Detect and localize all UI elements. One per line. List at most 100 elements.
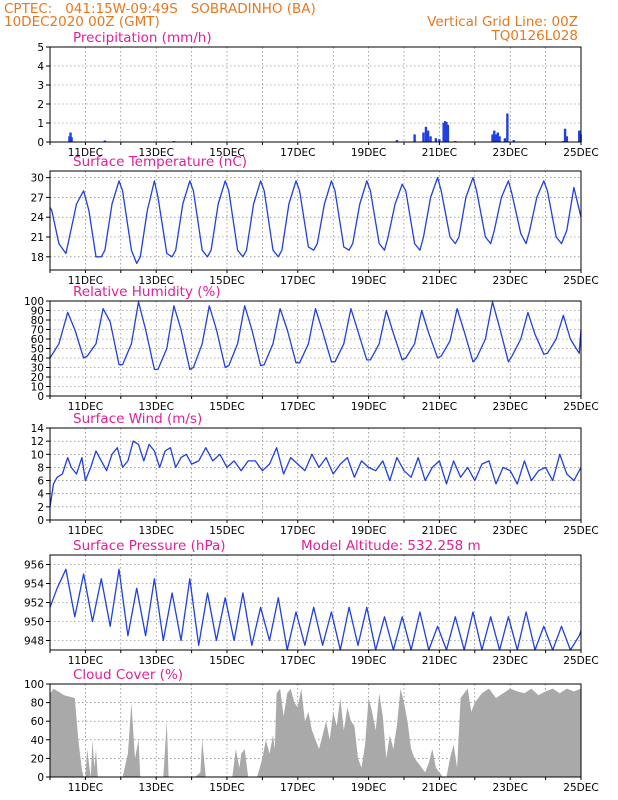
panel-title: Surface Temperature (nC) (73, 154, 247, 170)
x-date-label: 25DEC (563, 275, 598, 287)
y-tick-label: 20 (31, 372, 44, 384)
precip-bar (512, 140, 515, 142)
y-tick-label: 27 (31, 192, 44, 204)
y-tick-label: 60 (31, 334, 44, 346)
y-tick-label: 0 (37, 391, 44, 403)
y-tick-label: 5 (37, 42, 44, 54)
x-date-label: 13DEC (138, 655, 173, 667)
y-tick-label: 10 (31, 382, 44, 394)
series-line (49, 440, 582, 507)
plot-frame (49, 427, 582, 521)
x-date-label: 15DEC (209, 401, 244, 413)
x-date-label: 23DEC (492, 782, 527, 794)
precip-bar (443, 121, 447, 142)
y-tick-label: 20 (31, 753, 44, 765)
plot-frame (49, 554, 582, 651)
x-date-label: 21DEC (422, 655, 457, 667)
precip-bar (446, 124, 450, 142)
y-tick-label: 948 (24, 636, 44, 648)
x-date-label: 13DEC (138, 401, 173, 413)
y-tick-label: 954 (24, 579, 44, 591)
plot-frame (49, 170, 582, 271)
precip-bar (434, 138, 438, 142)
precip-bar (563, 128, 567, 142)
y-tick-label: 4 (37, 61, 44, 73)
y-tick-label: 30 (31, 173, 44, 185)
x-date-label: 25DEC (563, 525, 598, 537)
x-date-label: 21DEC (422, 401, 457, 413)
y-tick-label: 2 (37, 99, 44, 111)
precip-bar (491, 134, 494, 142)
x-date-label: 19DEC (351, 782, 386, 794)
x-date-label: 11DEC (68, 147, 103, 159)
x-date-label: 19DEC (351, 275, 386, 287)
plot-frame (49, 300, 582, 397)
y-tick-label: 0 (37, 772, 44, 784)
x-date-label: 17DEC (280, 525, 315, 537)
precip-bar (503, 138, 507, 142)
precip-bar (496, 132, 500, 142)
x-date-label: 15DEC (209, 655, 244, 667)
precip-bar (498, 136, 501, 142)
x-date-label: 23DEC (492, 525, 527, 537)
panel-title: Relative Humidity (%) (73, 284, 221, 300)
precip-bar (493, 130, 496, 142)
x-date-label: 23DEC (492, 401, 527, 413)
x-date-label: 25DEC (563, 401, 598, 413)
precip-bar (70, 137, 73, 142)
y-tick-label: 6 (37, 476, 44, 488)
x-date-label: 19DEC (351, 525, 386, 537)
y-tick-label: 40 (31, 735, 44, 747)
header-datetime: 10DEC2020 00Z (GMT) (4, 14, 160, 30)
precip-bar (395, 140, 399, 142)
y-tick-label: 18 (31, 252, 44, 264)
precip-bar (413, 134, 416, 142)
y-tick-label: 950 (24, 617, 44, 629)
x-date-label: 25DEC (563, 147, 598, 159)
y-tick-label: 1 (37, 118, 44, 130)
y-tick-label: 14 (31, 423, 45, 435)
y-tick-label: 21 (31, 232, 44, 244)
header-model-code: TQ0126L028 (491, 28, 578, 44)
precip-bar (424, 126, 428, 142)
precip-bar (578, 130, 581, 142)
x-date-label: 21DEC (422, 782, 457, 794)
panel-title: Cloud Cover (%) (73, 667, 183, 683)
y-tick-label: 10 (31, 449, 44, 461)
panel-6: Cloud Cover (%) 0 20 40 60 80 100 11DEC 13DEC 15D… (24, 667, 599, 794)
x-date-label: 21DEC (422, 275, 457, 287)
x-date-label: 17DEC (280, 782, 315, 794)
plot-frame (49, 46, 582, 143)
panel-3: Relative Humidity (%) 0102030405060708090… (24, 284, 599, 413)
y-tick-label: 90 (31, 306, 44, 318)
x-date-label: 19DEC (351, 147, 386, 159)
x-date-label: 11DEC (68, 655, 103, 667)
x-date-label: 23DEC (492, 655, 527, 667)
x-date-label: 17DEC (280, 401, 315, 413)
y-tick-label: 24 (31, 212, 45, 224)
x-date-label: 17DEC (280, 147, 315, 159)
plot-frame (49, 683, 582, 778)
x-date-label: 23DEC (492, 275, 527, 287)
y-tick-label: 3 (37, 80, 44, 92)
y-tick-label: 60 (31, 716, 44, 728)
x-date-label: 13DEC (138, 275, 173, 287)
x-date-label: 11DEC (68, 275, 103, 287)
x-date-label: 19DEC (351, 655, 386, 667)
precip-bar (494, 134, 498, 142)
x-date-label: 19DEC (351, 401, 386, 413)
header-grid-note: Vertical Grid Line: 00Z (427, 14, 578, 30)
y-tick-label: 100 (24, 679, 44, 691)
y-tick-label: 70 (31, 325, 44, 337)
x-date-label: 13DEC (138, 525, 173, 537)
x-date-label: 13DEC (138, 147, 173, 159)
precip-bar (429, 136, 432, 142)
x-date-label: 17DEC (280, 275, 315, 287)
y-tick-label: 50 (31, 344, 44, 356)
y-tick-label: 80 (31, 315, 44, 327)
panel-title: Precipitation (mm/h) (73, 30, 212, 46)
x-date-label: 15DEC (209, 525, 244, 537)
precip-bar (438, 139, 441, 142)
cloud-area (50, 688, 581, 777)
